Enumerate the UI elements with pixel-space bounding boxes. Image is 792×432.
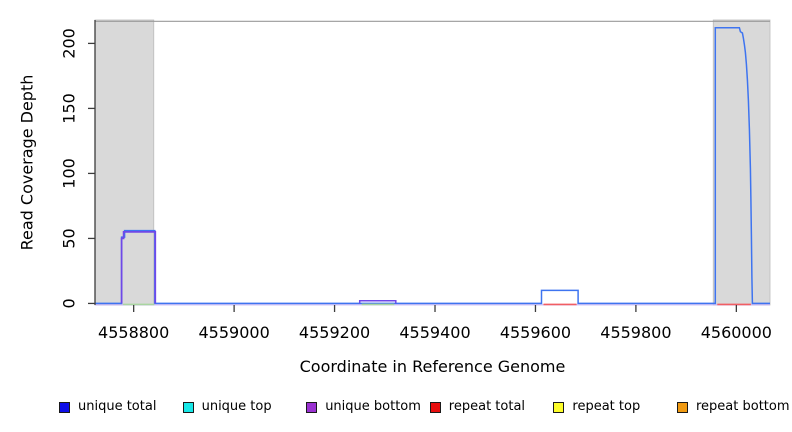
x-tick-label: 4559800 [600,323,671,342]
legend-label-unique-total: unique total [78,399,157,414]
x-tick-label: 4559000 [198,323,269,342]
legend-swatch-unique-bottom [306,401,318,413]
y-tick-label: 150 [60,93,79,124]
legend-swatch-unique-total [59,401,70,413]
legend-label-unique-top: unique top [201,399,272,414]
legend-item-unique-top: unique top [182,399,272,415]
legend-swatch-repeat-top [553,401,565,413]
series-unique-bottom-bump [358,300,397,304]
y-tick-label: 200 [60,28,79,59]
legend-item-unique-total: unique total [59,399,156,415]
x-tick-label: 4560000 [701,323,772,342]
masked-region-left [94,19,155,306]
x-tick-label: 4559600 [500,323,571,342]
legend-swatch-unique-top [182,401,194,413]
legend-swatch-repeat-bottom [677,401,688,413]
x-axis-title: Coordinate in Reference Genome [299,357,566,376]
y-tick-label: 0 [60,298,79,308]
y-tick-label: 50 [60,228,79,248]
masked-region-right [712,19,771,306]
legend-item-repeat-top: repeat top [553,399,640,415]
y-axis-title: Read Coverage Depth [17,74,37,251]
legend-item-repeat-total: repeat total [429,399,526,415]
x-tick-label: 4558800 [98,323,169,342]
legend-label-unique-bottom: unique bottom [325,399,421,414]
series-unique-bottom-peak [120,231,157,304]
legend-item-unique-bottom: unique bottom [306,399,421,415]
legend-swatch-repeat-total [429,401,441,413]
legend-item-repeat-bottom: repeat bottom [677,399,790,415]
series-unique-total [95,27,770,305]
legend-label-repeat-total: repeat total [448,399,526,414]
x-tick-label: 4559400 [399,323,470,342]
y-tick-label: 100 [60,158,79,189]
legend-label-repeat-top: repeat top [572,399,641,414]
legend-label-repeat-bottom: repeat bottom [696,399,790,414]
x-tick-label: 4559200 [299,323,370,342]
